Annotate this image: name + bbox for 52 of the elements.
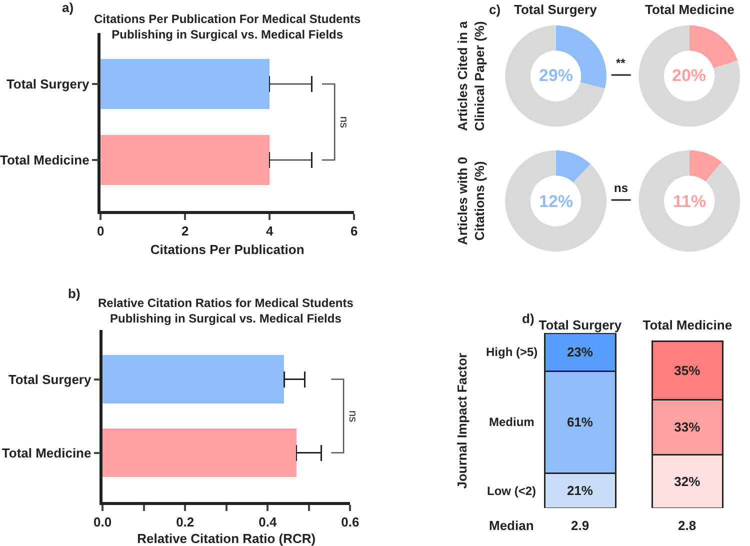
x-tick-label: 0.0 [94, 514, 112, 530]
text: a) [62, 0, 74, 15]
y-tick-label: Total Surgery [8, 372, 92, 387]
x-tick-label: 0 [97, 223, 104, 238]
donut-slice [505, 25, 605, 127]
x-tick-label: 0.6 [341, 514, 360, 530]
text: 2.9 [571, 518, 590, 533]
data-label: 32% [674, 474, 701, 489]
text: 20% [672, 66, 706, 85]
text: c) [489, 2, 501, 17]
text: 11% [673, 192, 706, 211]
chart-title: Citations Per Publication For Medical Students Publishing in Surgical vs. Medical Fields [94, 12, 362, 42]
x-tick-label: 0.2 [176, 514, 194, 530]
x-tick-label: 2 [181, 223, 189, 238]
series-label: Low (<2) [487, 484, 536, 498]
x-axis-title: Relative Citation Ratio (RCR) [137, 531, 316, 546]
text: ns [614, 181, 628, 195]
data-label: 35% [674, 363, 701, 378]
y-tick-label: Total Surgery [6, 76, 90, 92]
series-label: Medium [489, 415, 534, 429]
x-tick-label: 6 [350, 223, 358, 238]
text: ** [616, 56, 626, 70]
text: 12% [539, 192, 574, 211]
donut-slice [638, 150, 740, 252]
annotation: ns [346, 410, 359, 423]
y-tick-label: Total Medicine [2, 445, 92, 460]
y-tick-label: Total Medicine [0, 152, 90, 168]
donut-slice [689, 25, 738, 68]
data-label: 21% [566, 483, 594, 498]
text: d) [522, 311, 534, 326]
donut-slice [505, 150, 606, 252]
text: Articles Cited in a Clinical Paper (%) [455, 20, 487, 132]
chart-title: Relative Citation Ratios for Medical Students Publishing in Surgical vs. Medical Fields [98, 296, 354, 326]
data-label: 61% [566, 414, 594, 430]
donut-slice [556, 150, 591, 183]
y-axis-title: Journal Impact Factor [454, 352, 470, 489]
x-tick-label: 4 [266, 223, 274, 238]
text: Total Medicine [642, 317, 732, 332]
donut-slice [689, 150, 722, 182]
annotation: ns [338, 116, 350, 128]
x-tick-label: 0.4 [258, 514, 278, 530]
text: b) [68, 286, 80, 301]
text: Articles with 0 Citations (%) [455, 156, 487, 246]
text: Median [489, 518, 534, 533]
text: Total Surgery [538, 317, 622, 332]
x-axis-title: Citations Per Publication [150, 242, 304, 257]
series-label: High (>5) [486, 345, 538, 359]
data-label: 33% [674, 420, 701, 435]
text: 29% [539, 66, 574, 85]
text: 2.8 [678, 518, 696, 533]
donut-slice [638, 25, 740, 127]
data-label: 23% [566, 344, 594, 360]
